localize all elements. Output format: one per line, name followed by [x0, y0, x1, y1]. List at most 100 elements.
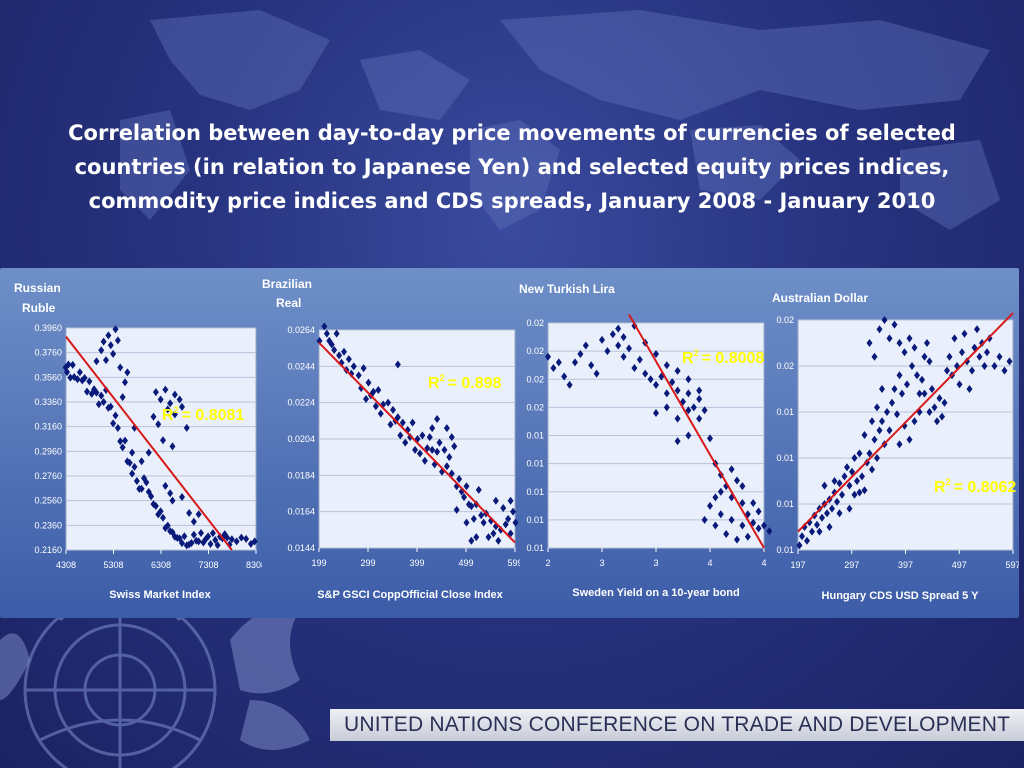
y-tick-label-0: 0.01 — [526, 543, 544, 553]
y-tick-label-3: 0.01 — [526, 459, 544, 469]
data-point — [178, 402, 185, 411]
data-point — [707, 434, 713, 443]
data-point — [734, 476, 740, 485]
y-tick-label-7: 0.02 — [526, 346, 544, 356]
data-point — [100, 398, 107, 406]
x-tick-label-1: 3 — [599, 558, 604, 568]
data-point — [909, 362, 915, 370]
data-point — [124, 368, 131, 377]
data-point — [155, 420, 162, 429]
data-point — [984, 348, 990, 357]
data-point — [121, 378, 128, 387]
r-squared-label-russian-ruble: R2 = 0.8081 — [162, 405, 244, 424]
data-point — [964, 357, 970, 366]
data-point — [658, 372, 665, 381]
data-point — [338, 358, 345, 367]
data-point — [385, 398, 392, 407]
data-point — [505, 514, 512, 523]
chart-svg-russian-ruble: 0.2160 0.2360 0.2560 0.2760 0.2960 0.3160 0.33… — [14, 281, 262, 601]
data-point — [869, 417, 875, 426]
data-point — [663, 389, 670, 398]
data-point — [919, 375, 925, 384]
data-point — [112, 325, 119, 334]
data-point — [389, 405, 396, 414]
y-tick-label-1: 0.01 — [776, 499, 794, 509]
data-point — [238, 533, 245, 542]
data-point — [69, 360, 76, 369]
data-point — [921, 389, 928, 398]
data-point — [674, 386, 681, 395]
data-point — [809, 527, 815, 536]
data-point — [150, 412, 157, 421]
data-point — [138, 484, 145, 493]
data-point — [739, 499, 746, 507]
x-tick-label-3: 497 — [952, 560, 967, 570]
x-tick-label-1: 299 — [360, 558, 375, 568]
x-tick-label-3: 4 — [707, 558, 712, 568]
data-point — [348, 369, 355, 378]
data-point — [796, 541, 803, 550]
data-point — [490, 529, 497, 538]
data-point — [424, 444, 431, 453]
data-point — [939, 412, 945, 421]
y-tick-label-4: 0.2960 — [34, 446, 62, 456]
data-point — [911, 417, 918, 426]
y-tick-label-4: 0.0224 — [287, 398, 315, 408]
x-tick-label-0: 197 — [790, 560, 805, 570]
chart-svg-brazilian-real: 0.0144 0.0164 0.0184 0.0204 0.0224 0.0244 0.02… — [262, 277, 520, 601]
data-point — [959, 348, 965, 357]
data-point — [685, 389, 692, 398]
data-point — [669, 378, 676, 387]
data-point — [495, 536, 502, 545]
footer-bar — [330, 709, 1024, 741]
data-point — [723, 529, 730, 538]
data-point — [916, 389, 923, 398]
data-point — [512, 518, 519, 527]
x-tick-label-2: 6308 — [151, 560, 171, 570]
data-point — [117, 363, 124, 372]
data-point — [663, 361, 670, 370]
data-point — [114, 336, 121, 345]
data-point — [441, 445, 448, 454]
data-point — [461, 493, 468, 502]
data-point — [446, 453, 453, 462]
chart-russian-ruble: 0.2160 0.2360 0.2560 0.2760 0.2960 0.3160 0.33… — [0, 268, 262, 618]
data-point — [323, 329, 330, 338]
data-point — [566, 380, 573, 389]
x-tick-label-0: 4308 — [56, 560, 76, 570]
data-point — [387, 420, 394, 429]
y-tick-label-7: 0.3560 — [34, 372, 62, 382]
data-point — [228, 535, 235, 544]
data-point — [110, 349, 117, 358]
data-point — [375, 385, 382, 394]
chart-title-russian-ruble: Ruble — [22, 301, 56, 315]
data-point — [941, 398, 948, 407]
data-point — [421, 456, 428, 465]
data-point — [690, 403, 697, 412]
y-tick-label-6: 0.02 — [526, 374, 544, 384]
data-point — [212, 536, 219, 545]
chart-title-new-turkish-lira: New Turkish Lira — [519, 282, 615, 296]
data-point — [701, 515, 708, 524]
data-point — [712, 493, 719, 502]
data-point — [642, 369, 649, 378]
data-point — [631, 364, 638, 372]
data-point — [412, 445, 419, 454]
data-point — [429, 445, 436, 454]
data-point — [914, 371, 920, 380]
x-tick-label-4: 599 — [507, 558, 520, 568]
data-point — [911, 343, 918, 352]
data-point — [93, 388, 100, 397]
data-point — [463, 518, 470, 527]
data-point — [801, 523, 808, 531]
data-point — [674, 366, 681, 375]
data-point — [183, 423, 190, 432]
data-point — [394, 360, 401, 369]
y-tick-label-8: 0.3760 — [34, 348, 62, 358]
data-point — [507, 496, 514, 505]
data-point — [162, 385, 169, 394]
data-point — [799, 532, 805, 541]
trend-line — [65, 336, 233, 551]
data-point — [685, 375, 692, 384]
data-point — [129, 469, 136, 478]
